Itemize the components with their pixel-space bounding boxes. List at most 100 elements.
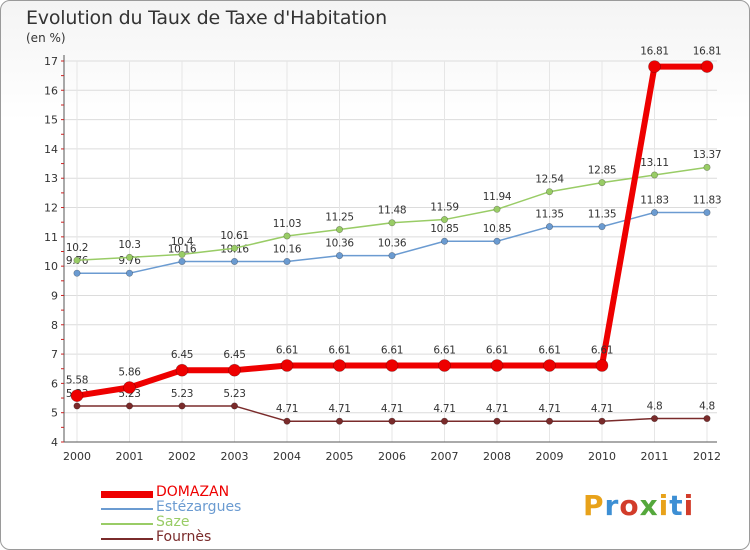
data-label: 4.71	[538, 403, 560, 415]
data-label: 10.85	[483, 223, 512, 235]
data-point	[175, 363, 189, 377]
data-point	[650, 171, 658, 179]
y-tick-label: 9	[51, 289, 58, 302]
y-tick-label: 11	[44, 231, 58, 244]
data-label: 10.16	[168, 243, 197, 255]
y-tick-label: 17	[44, 55, 58, 68]
data-label: 11.94	[483, 191, 512, 203]
data-label: 10.61	[220, 230, 249, 242]
legend-swatch	[101, 490, 153, 498]
data-label: 4.71	[328, 403, 350, 415]
y-tick-label: 7	[51, 348, 58, 361]
data-point	[388, 417, 396, 425]
data-point	[228, 363, 241, 377]
legend-item: DOMAZAN	[101, 484, 301, 501]
x-tick-label: 2009	[536, 450, 564, 463]
data-label: 10.3	[118, 239, 140, 251]
x-tick-label: 2008	[483, 450, 511, 463]
y-tick-label: 14	[44, 143, 58, 156]
y-tick-label: 8	[51, 319, 58, 332]
data-label: 5.86	[118, 366, 141, 378]
legend-item: Estézargues	[101, 499, 301, 516]
data-point	[595, 359, 609, 372]
x-tick-label: 2006	[378, 450, 406, 463]
data-label: 6.45	[171, 349, 193, 361]
data-label: 11.83	[640, 194, 669, 206]
data-label: 10.16	[273, 243, 302, 255]
x-tick-label: 2007	[431, 450, 459, 463]
data-label: 10.2	[66, 242, 88, 254]
legend-swatch	[101, 538, 153, 540]
data-label: 4.71	[486, 403, 508, 415]
data-label: 11.59	[430, 201, 459, 213]
data-point	[335, 252, 343, 260]
legend-label: Fournès	[156, 529, 212, 545]
data-point	[283, 417, 291, 425]
data-point	[335, 226, 343, 234]
data-point	[283, 232, 291, 240]
x-tick-label: 2011	[641, 450, 669, 463]
data-point	[388, 252, 396, 260]
legend-label: DOMAZAN	[156, 484, 230, 500]
data-point	[126, 402, 134, 410]
data-point	[543, 359, 556, 372]
logo-letter: t	[669, 489, 684, 522]
data-label: 13.11	[640, 157, 669, 169]
data-label: 6.61	[486, 345, 508, 357]
x-tick-label: 2004	[273, 450, 301, 463]
data-point	[598, 417, 606, 425]
data-point	[335, 417, 343, 425]
data-point	[598, 223, 606, 231]
x-tick-label: 2001	[116, 450, 144, 463]
data-point	[178, 402, 186, 410]
data-label: 5.58	[66, 375, 88, 387]
data-point	[126, 269, 134, 277]
data-label: 4.71	[381, 403, 403, 415]
y-tick-label: 4	[51, 436, 58, 449]
data-label: 6.61	[328, 345, 350, 357]
data-label: 4.8	[647, 400, 663, 412]
y-tick-label: 5	[51, 407, 58, 420]
data-point	[333, 359, 346, 372]
x-tick-label: 2005	[326, 450, 354, 463]
y-tick-label: 6	[51, 377, 58, 390]
x-tick-label: 2010	[588, 450, 616, 463]
data-label: 11.83	[693, 194, 722, 206]
data-label: 6.61	[433, 345, 455, 357]
x-tick-label: 2000	[63, 450, 91, 463]
data-label: 6.61	[276, 345, 298, 357]
data-point	[178, 257, 186, 265]
data-point	[703, 415, 711, 423]
data-point	[545, 223, 553, 231]
data-label: 6.61	[591, 345, 613, 357]
y-tick-label: 10	[44, 260, 58, 273]
legend-item: Fournès	[101, 529, 301, 546]
data-point	[73, 402, 81, 410]
data-point	[438, 359, 451, 372]
logo-letter: x	[639, 489, 659, 522]
data-point	[440, 237, 448, 245]
data-point	[231, 257, 239, 265]
x-tick-label: 2012	[693, 450, 721, 463]
data-point	[73, 269, 81, 277]
data-label: 11.03	[273, 218, 302, 230]
data-label: 5.23	[223, 388, 245, 400]
y-tick-label: 13	[44, 172, 58, 185]
chart-title: Evolution du Taux de Taxe d'Habitation	[26, 7, 387, 29]
data-label: 12.85	[588, 164, 617, 176]
chart-legend: DOMAZAN Estézargues Saze Fournès	[101, 484, 301, 546]
data-label: 11.35	[535, 208, 564, 220]
legend-label: Saze	[156, 514, 190, 530]
data-point	[440, 417, 448, 425]
y-tick-label: 15	[44, 114, 58, 127]
data-point	[123, 381, 136, 394]
logo-letter: P	[583, 489, 605, 522]
data-label: 6.61	[538, 345, 560, 357]
data-label: 11.25	[325, 211, 354, 223]
y-tick-label: 16	[44, 84, 58, 97]
x-tick-label: 2002	[168, 450, 196, 463]
data-point	[126, 253, 134, 261]
data-label: 4.71	[433, 403, 455, 415]
